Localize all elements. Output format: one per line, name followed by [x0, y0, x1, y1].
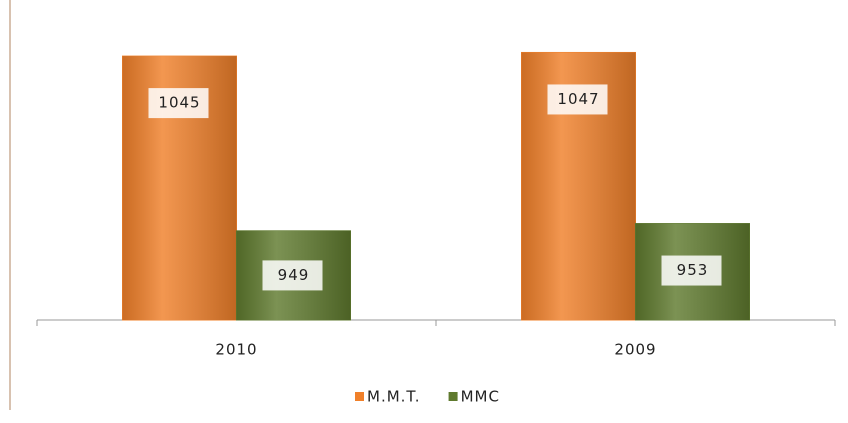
legend-swatch	[448, 392, 458, 401]
x-tick-label: 2010	[215, 341, 257, 359]
data-label-box	[661, 255, 722, 286]
data-label-box	[262, 260, 323, 291]
data-label: 949	[278, 266, 310, 284]
legend-swatch	[355, 392, 364, 401]
legend-label: M.M.T.	[367, 388, 421, 406]
data-label: 1045	[158, 94, 200, 112]
x-tick-label: 2009	[614, 341, 656, 359]
data-label: 953	[677, 261, 709, 279]
data-label: 1047	[557, 90, 599, 108]
data-label-box	[148, 88, 209, 119]
data-label-box	[547, 84, 608, 115]
legend-label: MMC	[461, 388, 500, 406]
